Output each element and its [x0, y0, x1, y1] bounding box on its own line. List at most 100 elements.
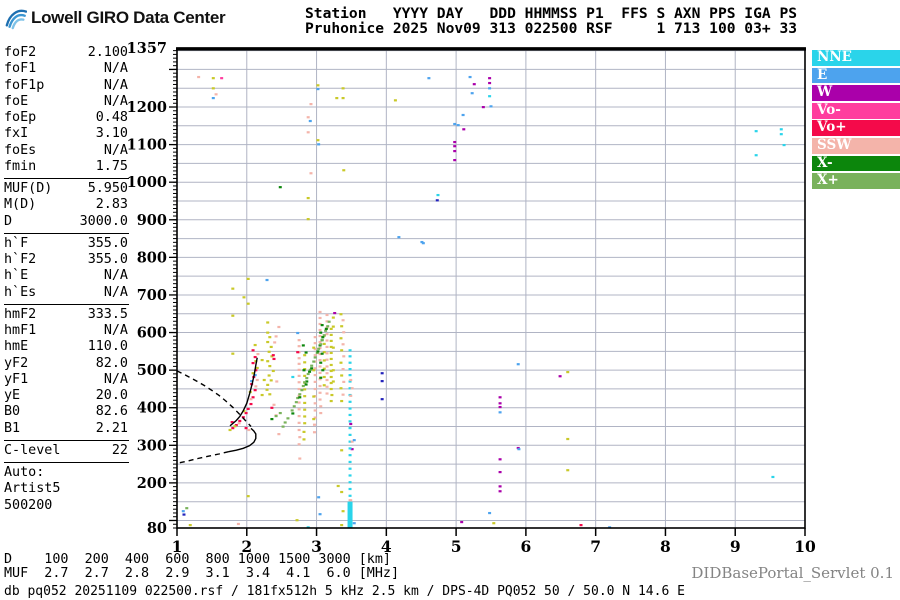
echo-point-w: [498, 490, 502, 493]
echo-point-navy: [380, 398, 384, 401]
echo-point-yellow: [340, 490, 344, 494]
echo-point-yellow: [303, 361, 307, 364]
curve-profile-extrapolated-upper: [176, 370, 252, 427]
panel-divider: [4, 439, 129, 441]
echo-point-yellow: [246, 302, 250, 305]
echo-point-ssw: [318, 352, 322, 356]
echo-point-yellow: [260, 393, 264, 397]
echo-point-yellow: [335, 96, 339, 100]
echo-point-e: [265, 278, 269, 282]
param-name: M(D): [4, 197, 37, 213]
param-name: h`F: [4, 235, 29, 251]
echo-point-ssw: [306, 131, 310, 134]
echo-point-yellow: [260, 358, 264, 362]
echo-point-yellow: [266, 321, 270, 324]
y-tick-label: 300: [137, 437, 167, 454]
param-row-hme: hmE 110.0: [4, 339, 128, 355]
param-value: 355.0: [87, 235, 128, 251]
y-tick-label: 800: [137, 249, 167, 266]
echo-point-xm: [298, 396, 302, 399]
echo-point-ssw: [318, 322, 322, 326]
param-row-hf2: h`F2 355.0: [4, 252, 128, 268]
echo-point-e: [421, 242, 425, 245]
echo-point-ssw: [313, 380, 317, 383]
echo-point-yellow: [312, 346, 316, 349]
echo-point-ssw: [297, 428, 301, 432]
echo-point-yellow: [303, 374, 307, 377]
y-tick-label: 200: [137, 475, 167, 492]
param-value: 2.83: [95, 197, 128, 213]
echo-point-yellow: [322, 384, 326, 387]
echo-point-yellow: [340, 374, 344, 377]
echo-point-w: [349, 422, 353, 426]
x-tick-label: 7: [590, 537, 601, 556]
echo-point-ssw: [298, 457, 302, 460]
echo-point-w: [498, 396, 502, 399]
param-name: foE: [4, 93, 29, 109]
servlet-version: DIDBasePortal_Servlet 0.1: [691, 564, 894, 582]
echo-point-e: [250, 380, 254, 383]
echo-point-ssw: [214, 93, 218, 96]
echo-point-yellow: [266, 383, 270, 386]
echo-point-e: [468, 75, 472, 79]
echo-point-vop: [244, 411, 248, 415]
param-name: hmF1: [4, 323, 37, 338]
echo-point-nne: [348, 400, 352, 403]
echo-point-xp: [278, 411, 282, 415]
legend-item-e: E: [812, 67, 900, 84]
echo-point-ssw: [325, 326, 329, 329]
echo-point-w: [498, 485, 502, 488]
echo-point-ssw: [313, 336, 317, 339]
param-name: foF1p: [4, 77, 45, 93]
echo-point-e: [352, 522, 356, 525]
curve-profile-nose: [228, 427, 257, 453]
echo-point-yellow: [331, 346, 335, 349]
echo-point-ssw: [309, 103, 313, 106]
param-value: 1.75: [95, 158, 128, 174]
param-row-foe: foE N/A: [4, 94, 128, 110]
x-tick-label: 3: [311, 537, 322, 556]
echo-point-e: [456, 124, 460, 127]
echo-point-xp: [294, 401, 298, 404]
echo-point-yellow: [233, 425, 237, 428]
echo-point-xp: [274, 414, 278, 418]
echo-point-nne: [754, 130, 758, 133]
param-value: 0.48: [95, 110, 128, 125]
echo-point-yellow: [341, 510, 345, 513]
echo-point-e: [453, 122, 457, 126]
echo-point-xp: [319, 343, 323, 346]
echo-point-xp: [310, 364, 314, 367]
echo-point-nne: [348, 355, 352, 358]
param-value: 3.10: [95, 126, 128, 142]
echo-point-ssw: [318, 316, 322, 320]
param-value: 22: [111, 442, 128, 458]
echo-point-yellow: [340, 523, 344, 527]
param-value: N/A: [103, 77, 128, 93]
station-header-columns: Station YYYY DAY DDD HHMMSS P1 FFS S AXN…: [305, 5, 798, 22]
echo-point-yellow: [266, 360, 270, 363]
echo-point-nne: [348, 447, 352, 450]
legend-item-nne: NNE: [812, 49, 900, 66]
echo-point-ssw: [275, 380, 279, 383]
y-tick-label: 700: [137, 287, 167, 304]
echo-point-yellow: [329, 363, 333, 367]
autoscaling-info: Auto:: [4, 465, 45, 480]
echo-point-ssw: [318, 328, 322, 332]
echo-point-yellow: [330, 393, 334, 397]
echo-point-xp: [324, 329, 328, 332]
echo-point-yellow: [303, 422, 307, 425]
y-tick-label: 900: [137, 212, 167, 229]
echo-point-nne: [779, 133, 783, 136]
echo-point-ssw: [273, 341, 277, 344]
param-name: MUF(D): [4, 181, 53, 196]
echo-point-xp: [283, 421, 287, 424]
param-row-hes: h`Es N/A: [4, 285, 128, 301]
panel-divider: [4, 303, 129, 305]
echo-point-yellow: [316, 84, 320, 87]
echo-point-yellow: [295, 519, 299, 522]
echo-point-e: [488, 511, 492, 515]
echo-point-yellow: [251, 372, 255, 375]
y-tick-label: 400: [137, 400, 167, 417]
autoscaling-info: Artist5: [4, 481, 61, 497]
echo-point-ssw: [256, 352, 260, 356]
